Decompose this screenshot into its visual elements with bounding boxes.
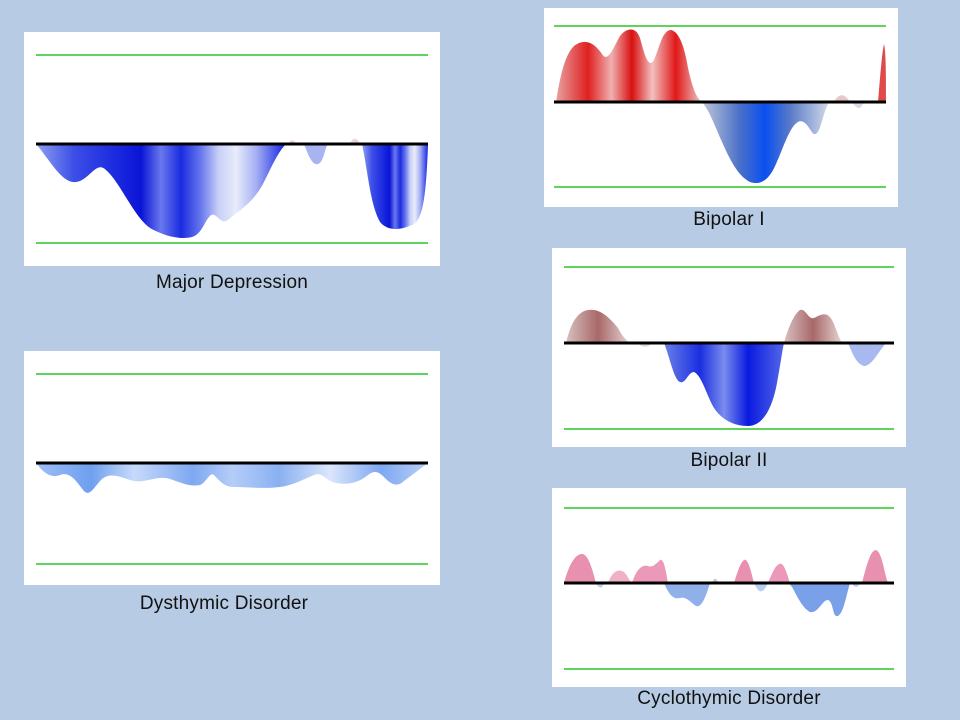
dysthymic-graph bbox=[36, 373, 428, 565]
hypomania-wave-left bbox=[566, 309, 630, 343]
bipolar2-caption: Bipolar II bbox=[690, 450, 768, 471]
depression-wave bbox=[36, 144, 286, 238]
depression-wave bbox=[702, 102, 828, 184]
major-depression-graph bbox=[36, 54, 428, 244]
cyclothymic-caption: Cyclothymic Disorder bbox=[637, 688, 821, 709]
major-depression-caption: Major Depression bbox=[155, 272, 309, 293]
mania-spike bbox=[878, 44, 886, 102]
mania-wave bbox=[556, 29, 702, 102]
small-dip bbox=[852, 102, 864, 109]
depression-wave bbox=[664, 343, 784, 426]
mild-depression-wave bbox=[36, 463, 428, 493]
cyclothymic-panel bbox=[552, 488, 906, 687]
small-rise bbox=[834, 95, 850, 102]
hypomania-wave-right bbox=[784, 309, 842, 343]
mild-mania-waves bbox=[564, 550, 888, 583]
depression-wave-small bbox=[304, 144, 328, 165]
mild-depression-waves bbox=[596, 583, 860, 617]
bipolar2-panel bbox=[552, 248, 906, 447]
depression-wave-right bbox=[362, 144, 428, 229]
cyclothymic-graph bbox=[564, 507, 894, 670]
dysthymic-panel bbox=[24, 351, 440, 585]
bipolar1-panel bbox=[544, 8, 898, 207]
major-depression-panel bbox=[24, 32, 440, 266]
bipolar2-graph bbox=[564, 266, 894, 430]
bipolar1-graph bbox=[554, 25, 886, 188]
bipolar1-caption: Bipolar I bbox=[693, 209, 765, 230]
dysthymic-caption: Dysthymic Disorder bbox=[139, 593, 309, 614]
mild-depression-wave bbox=[848, 343, 886, 366]
